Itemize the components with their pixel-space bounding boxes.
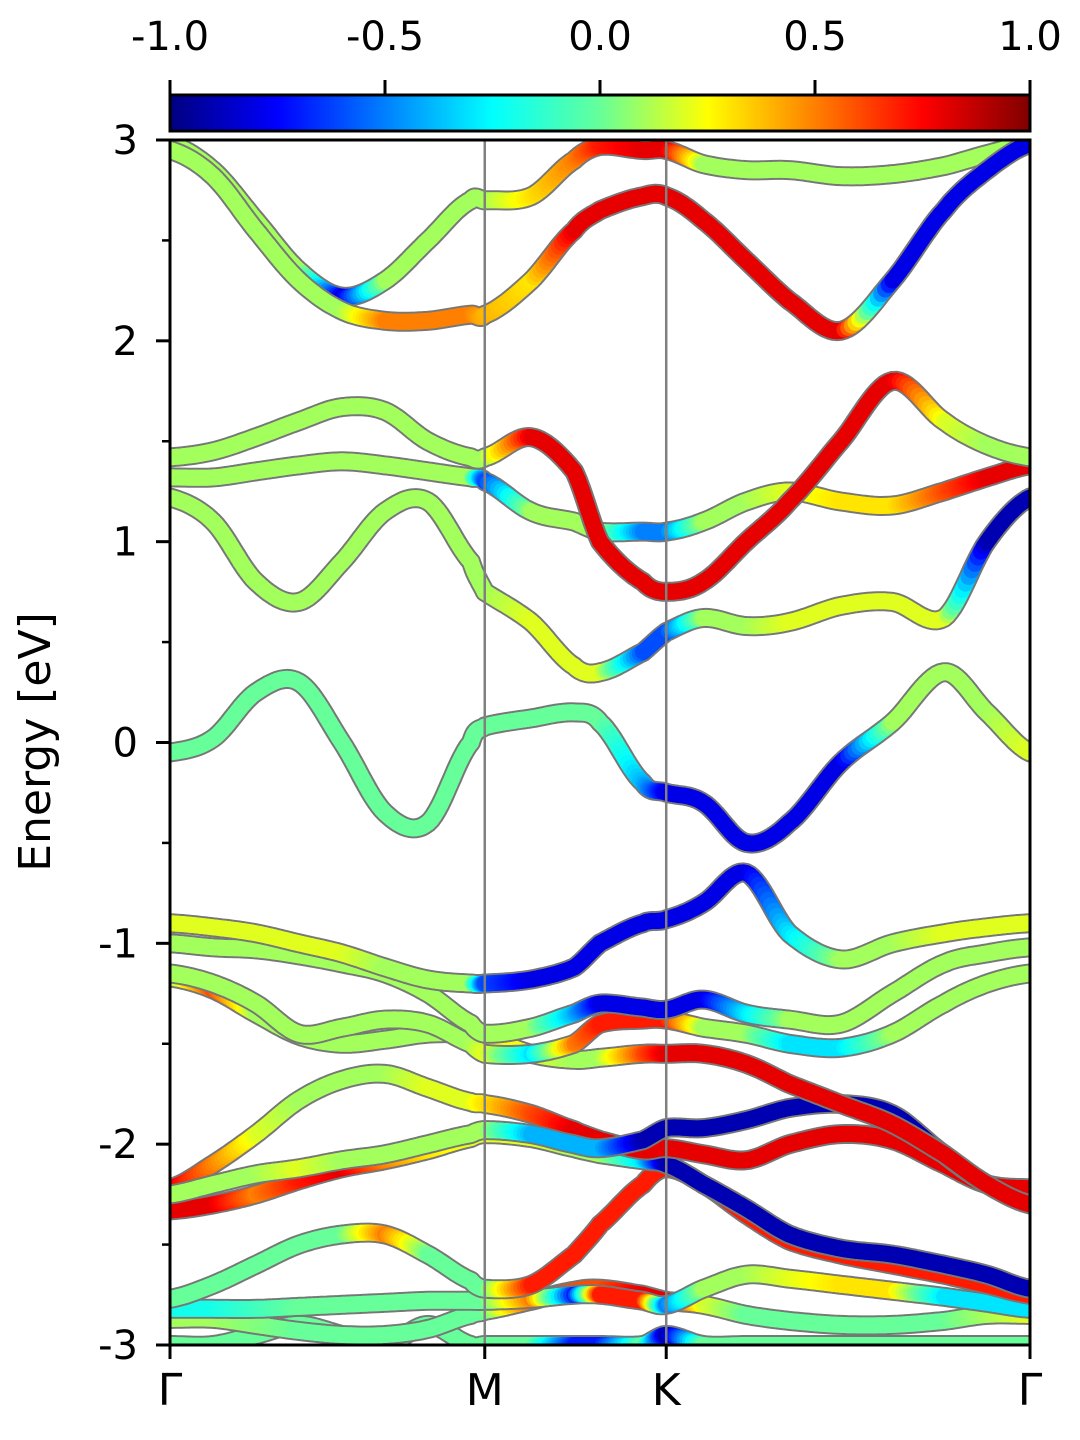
colorbar: -1.0 -0.5 0.0 0.5 1.0	[131, 14, 1062, 133]
band-outline	[170, 662, 1030, 854]
colorbar-tick-label: 0.5	[783, 14, 847, 60]
band-outline	[170, 370, 1030, 602]
band-b12	[170, 662, 1030, 854]
colorbar-tick-label: -1.0	[131, 14, 209, 60]
band-b15	[170, 370, 1030, 602]
colorbar-tick-label: 0.0	[568, 14, 632, 60]
colorbar-tick-label: 1.0	[998, 14, 1062, 60]
band-b17	[170, 140, 1030, 342]
band-b3	[170, 1264, 1030, 1319]
colorbar-tick-label: -0.5	[346, 14, 424, 60]
band-b11	[170, 862, 1030, 994]
colorbar-gradient	[168, 93, 1032, 133]
band-outline	[170, 862, 1030, 994]
band-lines	[170, 140, 1030, 1345]
band-b9	[170, 963, 1030, 1065]
colorbar-ticks: -1.0 -0.5 0.0 0.5 1.0	[131, 14, 1062, 95]
band-b13	[170, 487, 1030, 684]
band-b14	[170, 451, 1030, 543]
